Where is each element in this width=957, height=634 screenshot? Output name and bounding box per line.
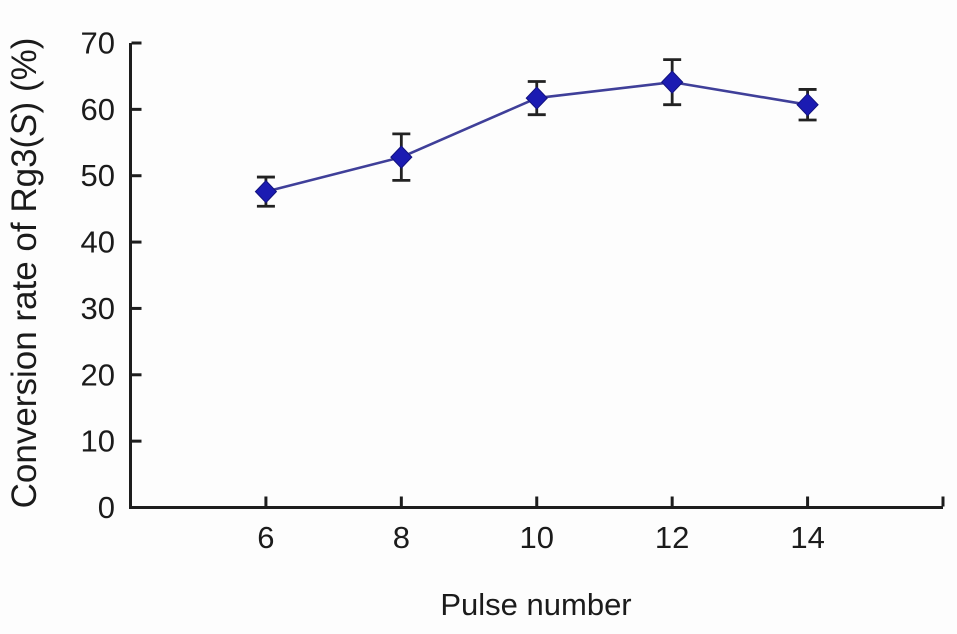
- y-axis-title-prefix: Conversion rate of Rg3(: [5, 136, 44, 508]
- tick-labels: 0 10 20 30 40 50 60 70 6 8 10 12 14: [81, 26, 825, 556]
- axis-lines: [129, 43, 943, 509]
- y-tick-label: 30: [81, 291, 115, 326]
- data-point-marker: [796, 92, 819, 117]
- y-tick-label: 60: [81, 92, 115, 127]
- data-point-marker: [254, 179, 278, 204]
- x-tick-label: 14: [790, 520, 824, 555]
- y-tick-label: 70: [81, 26, 115, 61]
- x-tick-label: 10: [520, 520, 554, 555]
- data-points: [254, 70, 819, 204]
- y-tick-label: 10: [81, 424, 115, 459]
- x-axis-title: Pulse number: [440, 587, 631, 622]
- x-tick-label: 12: [655, 520, 689, 555]
- y-axis-title: Conversion rate of Rg3(S) (%): [5, 38, 44, 509]
- y-tick-label: 0: [98, 490, 115, 525]
- y-axis-title-stereo-descriptor: S: [5, 113, 44, 136]
- y-tick-label: 20: [81, 357, 115, 392]
- y-tick-label: 50: [81, 158, 115, 193]
- axes: [129, 41, 945, 509]
- data-point-marker: [525, 86, 548, 110]
- x-tick-label: 6: [257, 520, 274, 555]
- data-point-marker: [660, 70, 684, 94]
- data-point-marker: [390, 145, 413, 169]
- x-tick-label: 8: [393, 520, 410, 555]
- error-bars: [256, 58, 817, 208]
- y-axis-title-suffix: ) (%): [5, 38, 44, 114]
- y-tick-label: 40: [81, 225, 115, 260]
